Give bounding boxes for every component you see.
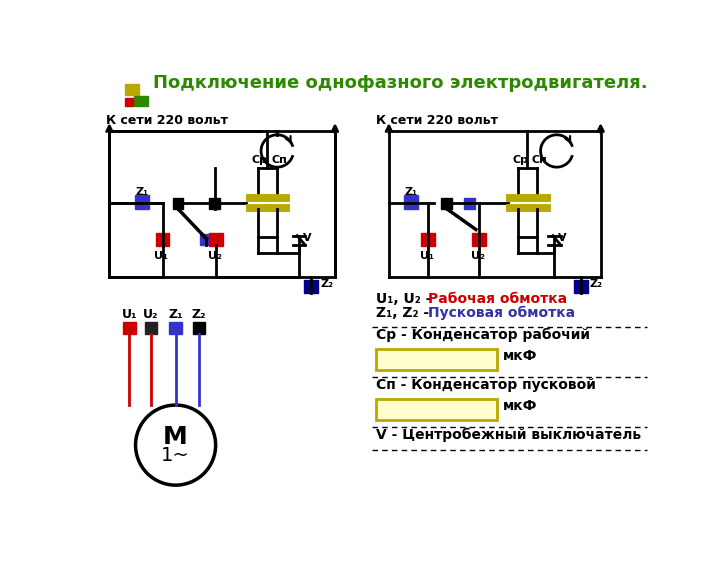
Text: Cр: Cр [512, 154, 528, 164]
Text: Z₁: Z₁ [168, 308, 183, 321]
Text: К сети 220 вольт: К сети 220 вольт [107, 114, 228, 127]
Text: U₂: U₂ [144, 308, 159, 321]
Bar [134, 95, 148, 106]
Text: Cр - Конденсатор рабочий: Cр - Конденсатор рабочий [376, 328, 590, 342]
Bar [442, 198, 452, 208]
Text: U₂: U₂ [471, 251, 484, 261]
Text: Cп - Конденсатор пусковой: Cп - Конденсатор пусковой [376, 378, 596, 392]
Text: Z₁: Z₁ [136, 187, 149, 197]
Bar [472, 233, 486, 246]
Text: Пусковая обмотка: Пусковая обмотка [428, 305, 575, 320]
Text: мкФ: мкФ [503, 349, 537, 363]
Bar [573, 280, 587, 293]
Bar [421, 233, 435, 246]
Text: U₁: U₁ [154, 251, 168, 261]
Text: V: V [302, 233, 311, 243]
Bar [123, 322, 136, 334]
Bar [405, 195, 418, 208]
Text: Cп: Cп [272, 154, 288, 164]
Text: Z₁, Z₂ -: Z₁, Z₂ - [376, 306, 434, 320]
Text: Рабочая обмотка: Рабочая обмотка [428, 292, 567, 306]
Bar [376, 349, 497, 371]
Text: U₂: U₂ [208, 251, 222, 261]
Text: Подключение однофазного электродвигателя.: Подключение однофазного электродвигателя… [153, 74, 647, 92]
Bar [376, 399, 497, 420]
Bar [173, 198, 183, 208]
Bar [210, 198, 220, 208]
Bar [304, 280, 318, 293]
Text: мкФ: мкФ [503, 399, 537, 412]
Bar [125, 84, 138, 95]
Text: К сети 220 вольт: К сети 220 вольт [376, 114, 498, 127]
Text: 1~: 1~ [161, 446, 190, 466]
Bar [200, 234, 211, 245]
Text: Cр: Cр [252, 154, 268, 164]
Text: Z₁: Z₁ [405, 187, 418, 197]
Text: Z₂: Z₂ [191, 308, 206, 321]
Text: V: V [558, 233, 567, 243]
Text: V - Центробежный выключатель: V - Центробежный выключатель [376, 428, 641, 442]
Bar [210, 233, 223, 246]
Text: Z₂: Z₂ [589, 279, 602, 289]
Bar [156, 233, 170, 246]
Bar [125, 98, 133, 106]
Text: Cп: Cп [531, 154, 547, 164]
Bar [193, 322, 205, 334]
Text: U₁: U₁ [122, 308, 137, 321]
Bar [135, 195, 149, 208]
Bar [464, 198, 475, 208]
Text: Z₂: Z₂ [320, 279, 334, 289]
Bar [170, 322, 182, 334]
Bar [145, 322, 157, 334]
Text: M: M [163, 425, 188, 449]
Text: U₁: U₁ [420, 251, 434, 261]
Text: U₁, U₂ -: U₁, U₂ - [376, 292, 436, 306]
